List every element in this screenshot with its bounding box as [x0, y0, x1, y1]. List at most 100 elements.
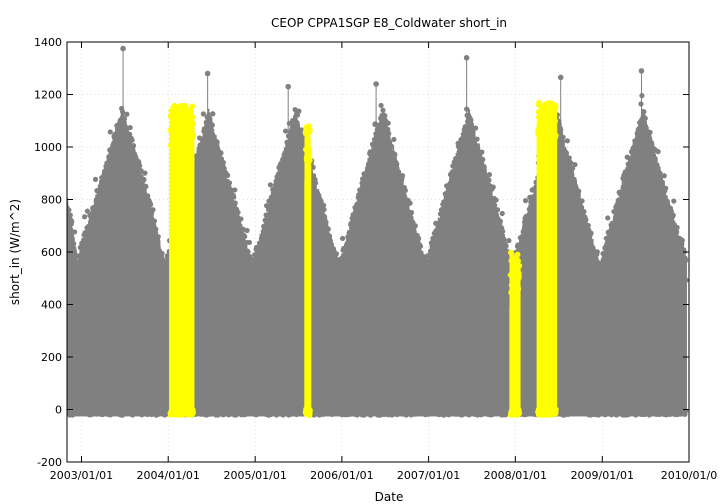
grey-point: [526, 206, 532, 212]
grey-point: [490, 184, 496, 190]
grey-point: [560, 134, 566, 140]
grey-point: [67, 231, 73, 237]
grey-point: [358, 203, 364, 210]
grey-point: [199, 149, 206, 155]
grey-point: [492, 202, 498, 208]
grey-point: [377, 135, 383, 141]
grey-point: [144, 210, 150, 216]
grey-point: [671, 198, 677, 204]
grey-point: [267, 182, 273, 188]
grey-point: [623, 182, 629, 188]
grey-point: [522, 198, 529, 204]
grey-point: [284, 139, 290, 145]
grey-point: [274, 177, 281, 183]
grey-point: [412, 223, 418, 229]
grey-point: [343, 249, 349, 255]
grey-point: [651, 156, 657, 162]
grey-point: [583, 217, 589, 223]
grey-point: [677, 252, 683, 258]
grey-point: [254, 245, 261, 251]
grey-point: [80, 258, 86, 264]
grey-point: [587, 238, 593, 244]
grey-point: [148, 202, 154, 208]
grey-point: [629, 160, 636, 167]
grey-point: [600, 250, 606, 257]
grey-point: [481, 164, 487, 170]
grey-point: [138, 168, 144, 174]
grey-point: [427, 248, 434, 254]
grey-point: [153, 226, 159, 232]
grey-outlier-point: [557, 74, 564, 81]
grey-point: [67, 212, 73, 218]
grey-point: [162, 281, 168, 287]
grey-point: [77, 244, 83, 251]
grey-point: [622, 187, 628, 193]
grey-point: [151, 218, 158, 224]
grey-point: [683, 277, 689, 283]
grey-point: [486, 172, 493, 178]
grey-point: [581, 208, 587, 215]
grey-point: [614, 219, 620, 225]
grey-point: [72, 229, 78, 235]
grey-point: [569, 165, 576, 171]
grey-point: [564, 138, 570, 144]
grey-outlier-point: [373, 81, 379, 87]
grey-point: [609, 237, 615, 243]
grey-point: [247, 269, 254, 276]
grey-point: [594, 249, 600, 255]
grey-point: [670, 212, 676, 218]
grey-point: [292, 118, 299, 124]
grey-point: [328, 241, 334, 247]
chart-title: CEOP CPPA1SGP E8_Coldwater short_in: [271, 16, 507, 30]
grey-point: [78, 264, 84, 270]
grey-point: [143, 183, 149, 189]
grey-point: [339, 235, 346, 242]
grey-point: [416, 235, 422, 242]
grey-point: [238, 216, 244, 222]
grey-point: [196, 162, 202, 168]
grey-point: [245, 249, 251, 255]
grey-point: [321, 206, 327, 213]
grey-point: [436, 235, 442, 241]
grey-point: [261, 237, 267, 243]
grey-point: [402, 194, 408, 201]
grey-point: [86, 236, 92, 242]
grey-outlier-point: [463, 54, 470, 61]
grey-point: [493, 214, 500, 220]
grey-point: [69, 218, 75, 225]
grey-point: [486, 177, 492, 183]
grey-point: [315, 204, 321, 210]
grey-point: [625, 176, 631, 182]
grey-point: [474, 136, 480, 142]
grey-point: [351, 221, 358, 227]
grey-point: [493, 197, 499, 203]
grey-point: [356, 192, 362, 198]
grey-point: [436, 230, 443, 237]
grey-point: [130, 143, 137, 149]
grey-point: [141, 176, 147, 183]
grey-point: [145, 193, 151, 199]
grey-point: [246, 239, 253, 246]
grey-point: [408, 209, 415, 216]
grey-point: [585, 222, 591, 229]
grey-point: [234, 219, 240, 225]
grey-point: [501, 237, 507, 243]
grey-point: [357, 187, 363, 193]
grey-point: [251, 273, 257, 279]
grey-point: [588, 230, 594, 236]
grey-point: [165, 255, 171, 262]
grey-point: [258, 251, 264, 257]
grey-point: [448, 186, 455, 192]
grey-point: [124, 111, 130, 117]
grey-point: [494, 207, 501, 213]
grey-point: [387, 139, 393, 145]
grey-point: [362, 186, 369, 193]
grey-point: [253, 262, 259, 268]
grey-point: [531, 199, 538, 205]
grey-point: [71, 241, 77, 247]
grey-point: [209, 122, 216, 128]
grey-point: [612, 226, 618, 232]
grey-point: [579, 198, 585, 204]
grey-point: [527, 213, 533, 219]
